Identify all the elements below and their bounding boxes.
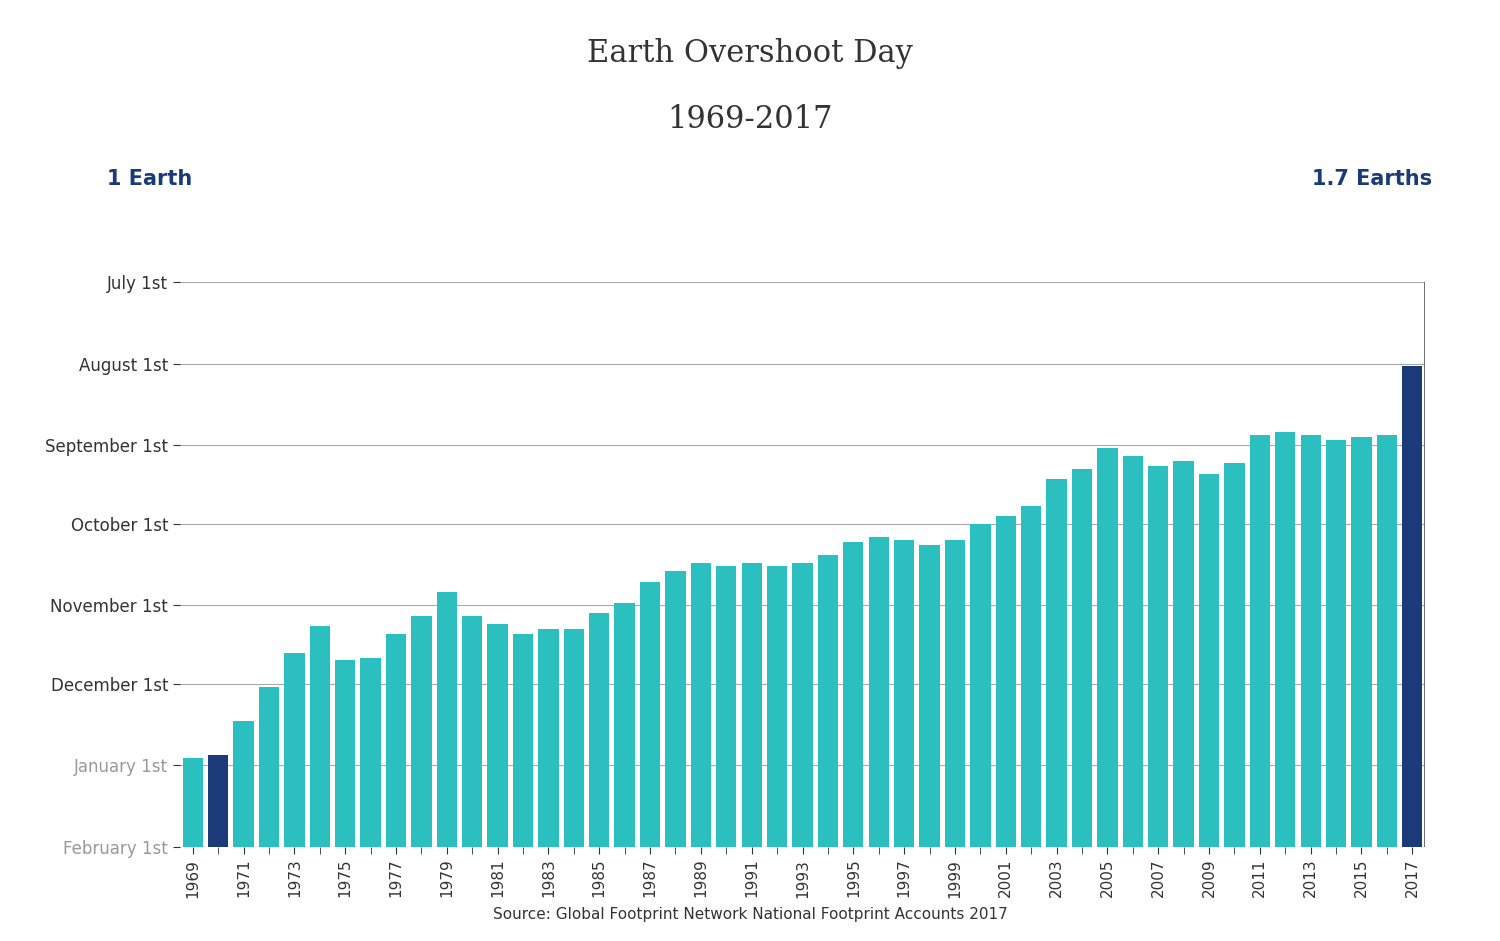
Bar [1122, 455, 1143, 847]
Bar [513, 634, 532, 847]
Bar [640, 582, 660, 847]
Bar [360, 658, 381, 847]
Bar [1377, 435, 1396, 847]
Text: Source: Global Footprint Network National Footprint Accounts 2017: Source: Global Footprint Network Nationa… [492, 907, 1008, 922]
Bar [590, 614, 609, 847]
Bar [183, 758, 203, 847]
Bar [1022, 505, 1041, 847]
Text: 1 Earth: 1 Earth [108, 169, 192, 189]
Bar [945, 539, 964, 847]
Bar [309, 627, 330, 847]
Bar [1148, 466, 1168, 847]
Bar [792, 564, 813, 847]
Bar [436, 592, 457, 847]
Bar [970, 524, 990, 847]
Bar [666, 571, 686, 847]
Bar [818, 555, 839, 847]
Text: Earth Overshoot Day: Earth Overshoot Day [586, 38, 914, 69]
Bar [716, 566, 736, 847]
Bar [209, 755, 228, 847]
Bar [615, 602, 634, 847]
Bar [1275, 432, 1296, 847]
Text: 1.7 Earths: 1.7 Earths [1312, 169, 1432, 189]
Bar [1047, 479, 1066, 847]
Bar [234, 721, 254, 847]
Bar [894, 539, 915, 847]
Bar [1326, 439, 1346, 847]
Bar [1300, 435, 1322, 847]
Bar [920, 545, 939, 847]
Bar [690, 564, 711, 847]
Bar [538, 629, 558, 847]
Bar [1173, 461, 1194, 847]
Bar [1402, 366, 1422, 847]
Bar [1072, 469, 1092, 847]
Text: 1969-2017: 1969-2017 [668, 104, 832, 135]
Bar [260, 687, 279, 847]
Bar [411, 615, 432, 847]
Bar [564, 629, 584, 847]
Bar [462, 615, 483, 847]
Bar [488, 624, 508, 847]
Bar [1352, 438, 1371, 847]
Bar [334, 661, 356, 847]
Bar [1198, 474, 1219, 847]
Bar [741, 564, 762, 847]
Bar [284, 652, 304, 847]
Bar [868, 537, 889, 847]
Bar [996, 516, 1016, 847]
Bar [1224, 464, 1245, 847]
Bar [843, 542, 864, 847]
Bar [1250, 435, 1270, 847]
Bar [1096, 448, 1118, 847]
Bar [766, 566, 788, 847]
Bar [386, 634, 406, 847]
